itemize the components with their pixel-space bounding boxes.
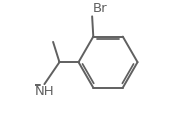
Text: Br: Br [93, 2, 107, 15]
Text: NH: NH [35, 85, 55, 98]
